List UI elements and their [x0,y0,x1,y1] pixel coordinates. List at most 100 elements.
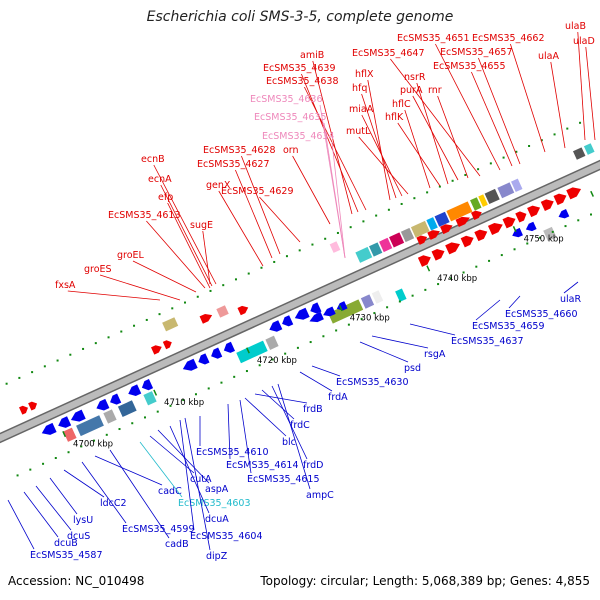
reverse-gene-label: EcSMS35_4637 [451,336,524,347]
forward-leader [146,220,206,289]
reverse-arrow-1 [309,311,324,323]
reverse-gene-label: EcSMS35_4604 [190,531,263,542]
forward-gene-10 [540,199,554,211]
forward-gene-label: EcSMS35_4662 [472,33,545,44]
reverse-leader [475,299,501,321]
tick-dot [387,208,390,211]
reverse-gene-13 [282,315,294,327]
reverse-leader [311,365,341,377]
reverse-gene-label: EcSMS35_4603 [178,498,251,509]
reverse-leader [244,397,287,437]
tick-dot [220,381,223,384]
forward-leader [358,136,409,195]
forward-leader [99,274,181,301]
forward-gene-label: EcSMS35_4655 [433,61,506,72]
tick-dot [500,254,503,257]
reverse-arrow-5 [525,221,537,232]
reverse-gene-label: EcSMS35_4614 [226,460,299,471]
forward-gene-4 [460,235,474,248]
forward-gene-label: EcSMS35_4647 [352,48,425,59]
reverse-gene-14 [294,307,310,320]
tick-dot [42,462,45,465]
reverse-leader [254,393,308,404]
reverse-leader [109,449,170,539]
tick-dot [489,162,492,165]
forward-gene-8 [515,211,527,223]
backbone [0,160,600,443]
upper-gene-13 [496,181,516,200]
reverse-box-7 [235,339,269,364]
tick-dot [400,202,403,205]
reverse-leader [7,499,35,550]
reverse-box-6 [155,384,171,401]
tick-dot [67,451,70,454]
tick-dot [245,370,248,373]
tick-dot [398,300,401,303]
reverse-gene-label: EcSMS35_4660 [505,309,578,320]
pseudo-gene-label: EcSMS35_4634 [262,131,335,142]
tick-dot [222,284,225,287]
reverse-leader [227,403,231,460]
reverse-gene-label: cadC [158,486,182,497]
tick-dot [477,168,480,171]
upper-gene-11 [477,193,489,208]
reverse-box-9 [327,298,364,325]
tick-dot [18,376,21,379]
tick-dot [502,156,505,159]
scale-tick [62,431,67,438]
reverse-gene-label: lysU [73,515,93,526]
forward-gene-label: groES [84,264,112,275]
forward-gene-6 [487,222,503,235]
tick-dot [564,225,567,228]
tick-dot [56,359,59,362]
reverse-gene-label: frdA [328,392,348,403]
reverse-gene-15 [310,302,322,314]
tick-dot [43,365,46,368]
tick-dot [156,410,159,413]
backbone-edge-top [0,159,600,435]
reverse-box-10 [360,293,375,310]
forward-gene-label: EcSMS35_4638 [266,76,339,87]
tick-dot [413,197,416,200]
accession-text: Accession: NC_010498 [8,574,145,588]
upper-gene-12 [483,188,501,205]
tick-dot [234,278,237,281]
forward-leader [241,155,281,255]
reverse-leader [23,491,59,538]
scale-tick [246,347,250,354]
scale-tick [338,305,343,312]
upper-arrow-4 [455,216,470,228]
tick-dot [94,342,97,345]
forward-gene-7 [502,216,516,229]
upper-gene-2 [368,241,384,258]
tick-dot [169,404,172,407]
left-forward-gene-4 [162,340,172,350]
tick-dot [336,231,339,234]
forward-gene-label: ecnA [148,174,172,185]
reverse-box-3 [102,408,118,425]
tick-dot [426,191,429,194]
tick-dot [589,213,592,216]
forward-leader [259,196,301,243]
forward-gene-label: hflK [385,112,404,123]
tick-dot [284,352,287,355]
tick-dot [375,214,378,217]
tick-dot [285,255,288,258]
left-forward-gene-5 [237,305,249,316]
reverse-gene-label: ldcC2 [100,498,127,509]
tick-dot [107,336,110,339]
tick-dot [513,248,516,251]
scale-label: 4750 kbp [524,234,564,244]
reverse-gene-12 [269,320,283,332]
tick-dot [335,329,338,332]
tick-dot [247,272,250,275]
forward-leader [437,95,469,179]
forward-leader [412,95,459,181]
tick-dot [16,474,19,477]
forward-leader [361,93,397,199]
tick-dot [182,399,185,402]
forward-leader [361,114,403,197]
forward-leader [585,46,596,141]
reverse-leader [94,455,163,486]
